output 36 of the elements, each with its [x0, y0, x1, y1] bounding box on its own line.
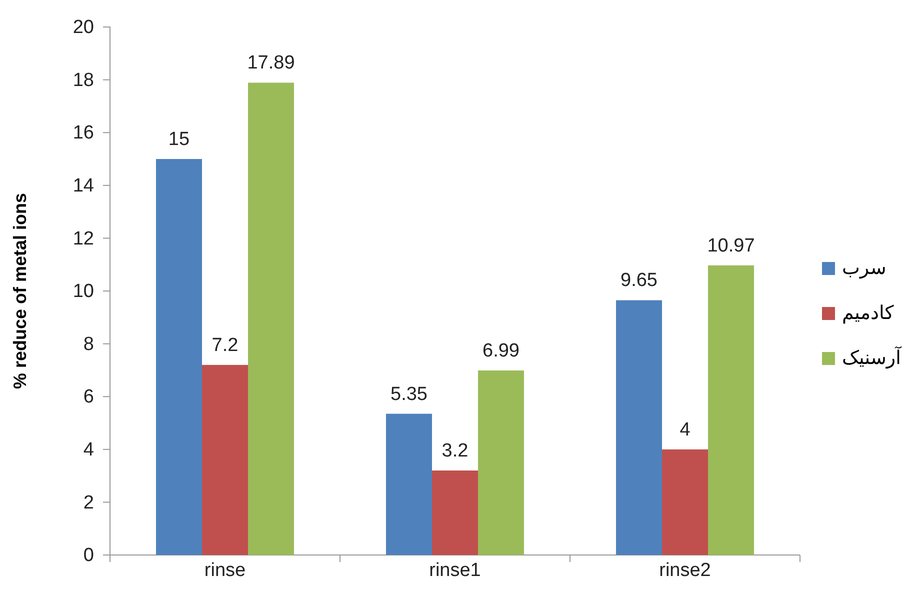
y-tick-label: 0 — [83, 545, 94, 566]
data-label: 10.97 — [707, 235, 755, 256]
legend-label: سرب — [842, 258, 886, 279]
bar — [478, 370, 524, 555]
y-tick-label: 8 — [83, 334, 94, 355]
bar — [156, 159, 202, 555]
data-label: 3.2 — [442, 440, 468, 462]
bar — [708, 265, 754, 555]
y-axis-title: % reduce of metal ions — [10, 192, 30, 390]
bar — [248, 82, 294, 555]
y-tick-label: 18 — [72, 70, 94, 91]
y-tick-label: 16 — [72, 122, 94, 144]
data-label: 5.35 — [390, 384, 428, 405]
x-tick-label: rinse1 — [429, 560, 481, 581]
y-tick-label: 12 — [72, 228, 94, 250]
y-tick-label: 2 — [83, 492, 94, 514]
legend-label: آرسنیک — [842, 346, 902, 369]
bar — [386, 414, 432, 555]
data-label: 17.89 — [247, 52, 295, 74]
x-tick-label: rinse — [204, 560, 246, 581]
y-tick-label: 14 — [72, 175, 94, 196]
data-label: 6.99 — [482, 340, 520, 362]
bar — [202, 364, 248, 555]
data-label: 4 — [680, 419, 691, 440]
data-label: 15 — [168, 129, 190, 150]
bar — [662, 449, 708, 555]
y-tick-label: 10 — [72, 281, 94, 302]
data-label: 9.65 — [620, 270, 658, 292]
y-tick-label: 6 — [83, 386, 94, 408]
data-label: 7.2 — [212, 334, 238, 356]
bar — [432, 470, 478, 555]
legend-label: کادمیم — [842, 303, 895, 324]
y-tick-label: 4 — [83, 439, 94, 460]
bar — [616, 300, 662, 555]
x-tick-label: rinse2 — [659, 560, 711, 581]
y-tick-label: 20 — [72, 17, 94, 38]
